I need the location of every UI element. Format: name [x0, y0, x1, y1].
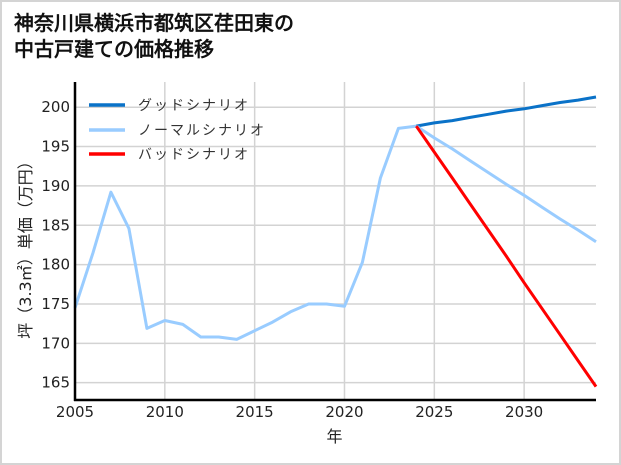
x-tick-label: 2015	[236, 403, 274, 421]
y-tick-label: 185	[41, 216, 70, 234]
x-axis-label: 年	[326, 427, 342, 446]
y-tick-label: 175	[41, 295, 70, 313]
x-tick-label: 2010	[146, 403, 184, 421]
series-line	[73, 124, 417, 341]
x-tick-label: 2020	[325, 403, 363, 421]
y-tick-label: 200	[41, 98, 70, 116]
y-tick-label: 195	[41, 138, 70, 156]
y-axis-label: 坪（3.3㎡）単価（万円）	[16, 153, 35, 338]
x-tick-label: 2005	[56, 403, 94, 421]
legend-label: グッドシナリオ	[138, 98, 250, 114]
series-line	[415, 125, 598, 388]
y-tick-label: 190	[41, 177, 70, 195]
legend-label: ノーマルシナリオ	[138, 123, 266, 139]
y-tick-label: 180	[41, 256, 70, 274]
chart-title: 神奈川県横浜市都筑区荏田東の 中古戸建ての価格推移	[14, 11, 294, 61]
y-tick-label: 165	[41, 374, 70, 392]
legend-label: バッドシナリオ	[138, 147, 250, 163]
x-tick-label: 2025	[415, 403, 453, 421]
series-line	[415, 124, 597, 244]
x-tick-label: 2030	[505, 403, 543, 421]
y-tick-label: 170	[41, 334, 70, 352]
series-line	[416, 95, 597, 128]
